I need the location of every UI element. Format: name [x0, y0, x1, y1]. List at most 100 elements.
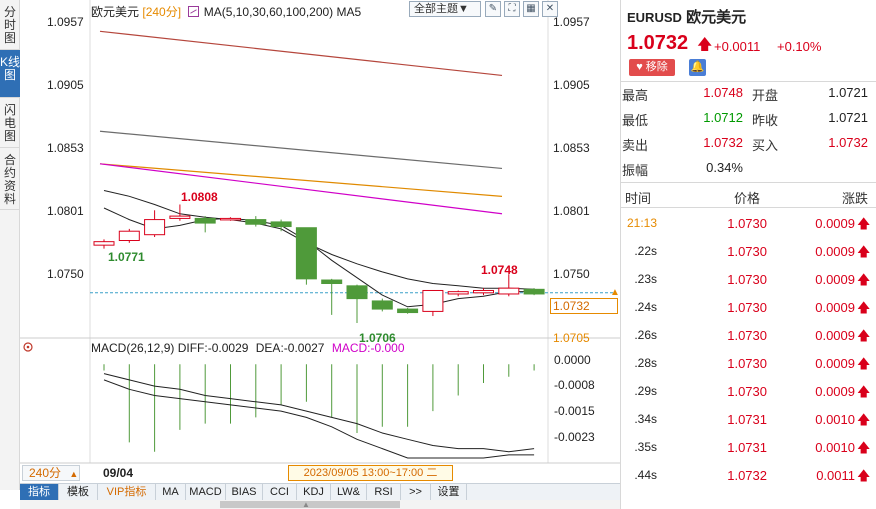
tick-time: .35s	[634, 440, 657, 454]
tick-row: .34s 1.0731 0.0010 🡅	[621, 405, 876, 433]
bell-icon: 🔔	[690, 61, 705, 73]
tick-time: .28s	[634, 356, 657, 370]
scrollbar-thumb[interactable]	[220, 501, 400, 508]
up-arrow-icon: 🡅	[857, 244, 871, 259]
indicator-settings-icon[interactable]	[23, 342, 33, 352]
tab-timeshare[interactable]: 分时图	[0, 0, 20, 50]
candle-down	[321, 279, 343, 285]
y-tick-label: 1.0957	[47, 15, 84, 29]
candle-up	[93, 241, 115, 246]
tick-row: .35s 1.0731 0.0010 🡅	[621, 433, 876, 461]
ma-toggle-icon[interactable]	[188, 6, 200, 17]
tab-bias[interactable]: BIAS	[226, 484, 263, 500]
alert-bell-button[interactable]: 🔔	[689, 59, 706, 76]
candle-up	[422, 289, 444, 312]
close-icon[interactable]: ✕	[542, 1, 558, 17]
period-selector-label: 240分	[29, 466, 62, 480]
tick-change: 0.0009	[815, 244, 855, 259]
y-tick-label-right: 1.0750	[553, 267, 590, 281]
up-arrow-icon: 🡅	[857, 216, 871, 231]
candle-down	[270, 221, 292, 228]
fullscreen-icon[interactable]: ⛶	[504, 1, 520, 17]
macd-tick: 0.0000	[554, 353, 591, 367]
indicator-toolbar: 指标 模板 VIP指标 MA MACD BIAS CCI KDJ LW& RSI…	[20, 483, 620, 500]
tab-lw[interactable]: LW&	[331, 484, 367, 500]
tick-time: .23s	[634, 272, 657, 286]
tick-change: 0.0011	[816, 468, 855, 483]
up-arrow-icon: 🡅	[857, 384, 871, 399]
tab-contract-info[interactable]: 合约资料	[0, 148, 20, 210]
y-tick-label: 1.0801	[47, 204, 84, 218]
up-arrow-icon: 🡅	[857, 412, 871, 427]
macd-diff-line	[103, 379, 535, 459]
period-selector[interactable]: 240分 ▲	[22, 465, 80, 481]
tab-rsi[interactable]: RSI	[367, 484, 401, 500]
candle-up	[118, 230, 140, 242]
grid-icon[interactable]: ▦	[523, 1, 539, 17]
ma-line	[99, 130, 503, 170]
tick-row: .23s 1.0730 0.0009 🡅	[621, 265, 876, 293]
macd-dea: DEA:-0.0027	[255, 341, 325, 355]
chart-scrollbar[interactable]: ▲	[20, 500, 620, 509]
candle-down	[371, 300, 393, 310]
up-arrow-icon: 🡅	[857, 272, 871, 287]
tab-macd[interactable]: MACD	[186, 484, 226, 500]
low2-annotation: 1.0706	[359, 331, 396, 345]
macd-value: MACD:-0.000	[331, 341, 405, 355]
macd-tick: -0.0023	[554, 430, 595, 444]
quote-change-pct: +0.10%	[777, 39, 822, 54]
tick-change: 0.0009	[815, 384, 855, 399]
tick-change: 0.0009	[815, 216, 855, 231]
up-arrow-icon: 🡅	[857, 440, 871, 455]
tick-time: 21:13	[626, 216, 657, 230]
stat-value-open: 1.0721	[828, 85, 868, 100]
theme-dropdown[interactable]: 全部主题▼	[409, 1, 481, 17]
ma-line	[99, 163, 503, 215]
tick-row: .44s 1.0732 0.0011 🡅	[621, 461, 876, 489]
y-tick-label: 1.0853	[47, 141, 84, 155]
ma-label: MA(5,10,30,60,100,200)	[203, 5, 334, 19]
quote-price: 1.0732	[627, 32, 689, 54]
tick-price: 1.0732	[727, 468, 767, 483]
chart-period: [240分]	[142, 5, 182, 19]
candle-down	[194, 217, 216, 224]
tab-cci[interactable]: CCI	[263, 484, 297, 500]
tick-row: .28s 1.0730 0.0009 🡅	[621, 349, 876, 377]
y-tick-label: 1.0750	[47, 267, 84, 281]
y-tick-label-right: 1.0957	[553, 15, 590, 29]
tick-time: .29s	[634, 384, 657, 398]
tab-template[interactable]: 模板	[59, 484, 98, 500]
tab-kdj[interactable]: KDJ	[297, 484, 331, 500]
tab-vip-indicator[interactable]: VIP指标	[98, 484, 156, 500]
macd-legend: MACD(26,12,9) DIFF:-0.0029 DEA:-0.0027 M…	[91, 341, 405, 355]
col-header-change: 涨跌	[842, 191, 869, 206]
chart-title-bar: 欧元美元 [240分] MA(5,10,30,60,100,200) MA5	[91, 3, 361, 20]
stat-value-sell: 1.0732	[703, 135, 743, 150]
ma-line	[103, 207, 535, 308]
tab-kline[interactable]: K线图	[0, 50, 20, 98]
tab-ma[interactable]: MA	[156, 484, 186, 500]
up-arrow-icon: 🡅	[857, 300, 871, 315]
kline-chart-area[interactable]: 1.0957 1.0905 1.0853 1.0801 1.0750 1.095…	[20, 0, 620, 490]
candle-down	[295, 227, 317, 280]
tab-indicator[interactable]: 指标	[20, 484, 59, 500]
candle-up	[169, 215, 191, 219]
chart-canvas[interactable]	[20, 0, 620, 483]
draw-tool-icon[interactable]: ✎	[485, 1, 501, 17]
tick-row: .26s 1.0730 0.0009 🡅	[621, 321, 876, 349]
macd-name: MACD(26,12,9)	[91, 341, 175, 355]
col-header-time: 时间	[625, 191, 652, 206]
remove-watchlist-button[interactable]: ♥ 移除	[629, 59, 675, 76]
quote-change: +0.0011	[714, 39, 761, 54]
tick-price: 1.0731	[727, 440, 767, 455]
tick-price: 1.0730	[727, 356, 767, 371]
tab-flash-chart[interactable]: 闪电图	[0, 98, 20, 148]
crosshair-time-label: 2023/09/05 13:00~17:00 二	[288, 465, 453, 481]
caret-up-icon: ▲	[69, 469, 79, 479]
tab-more[interactable]: >>	[401, 484, 431, 500]
tick-change: 0.0009	[815, 328, 855, 343]
up-arrow-icon: 🡅	[857, 468, 871, 483]
tick-change: 0.0009	[815, 272, 855, 287]
stat-value-amplitude: 0.34%	[706, 160, 743, 175]
tab-settings[interactable]: 设置	[431, 484, 467, 500]
